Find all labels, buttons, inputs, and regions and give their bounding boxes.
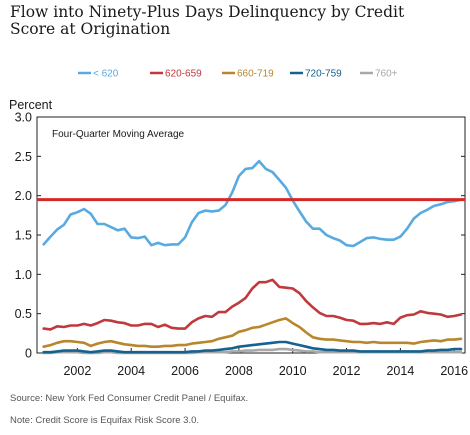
series-line (42, 317, 463, 349)
legend-label: 620-659 (165, 69, 202, 80)
y-tick-label: 1.0 (15, 268, 32, 282)
y-tick-label: 2.0 (15, 189, 32, 203)
x-tick-label: 2012 (333, 364, 361, 378)
x-tick-label: 2014 (386, 364, 414, 378)
source-note: Source: New York Fed Consumer Credit Pan… (10, 393, 249, 404)
legend-label: 660-719 (237, 69, 274, 80)
y-tick-label: 1.5 (15, 229, 32, 243)
legend-label: 760+ (375, 69, 398, 80)
series-line (42, 278, 463, 331)
series-line (42, 159, 463, 248)
chart-annotation: Four-Quarter Moving Average (52, 129, 185, 140)
legend-label: < 620 (93, 69, 119, 80)
y-axis-label: Percent (9, 98, 53, 112)
x-tick-label: 2016 (440, 364, 468, 378)
x-tick-label: 2002 (63, 364, 91, 378)
y-tick-label: 0.5 (15, 307, 32, 321)
credit-score-note: Note: Credit Score is Equifax Risk Score… (10, 415, 200, 426)
y-tick-label: 0 (25, 347, 32, 361)
y-tick-label: 2.5 (15, 150, 32, 164)
x-tick-label: 2006 (171, 364, 199, 378)
y-tick-label: 3.0 (15, 111, 32, 125)
x-tick-label: 2004 (117, 364, 145, 378)
series-line (42, 340, 463, 354)
legend-label: 720-759 (305, 69, 342, 80)
x-tick-label: 2008 (225, 364, 253, 378)
chart-title: Flow into Ninety-Plus Days Delinquency b… (10, 3, 405, 38)
x-tick-label: 2010 (279, 364, 307, 378)
